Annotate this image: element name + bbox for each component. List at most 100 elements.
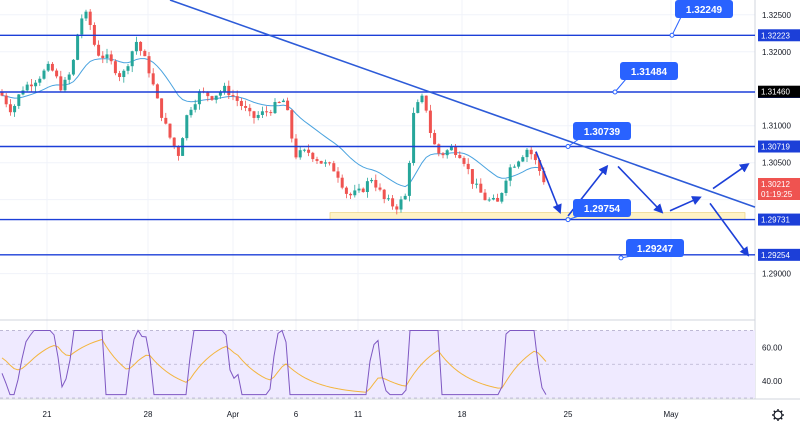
rsi-tick-label: 40.00: [762, 377, 783, 386]
candle-body: [370, 179, 374, 182]
candle-body: [42, 70, 46, 79]
candle-body: [126, 66, 130, 71]
callout-leader: [671, 16, 682, 36]
candle-body: [13, 105, 17, 113]
candle-body: [130, 51, 134, 67]
candle-body: [273, 102, 277, 114]
candle-body: [252, 111, 256, 118]
trend-drawings[interactable]: [169, 0, 756, 257]
candle-body: [143, 50, 147, 57]
callout-label: 1.32249: [686, 5, 723, 16]
price-axis[interactable]: 1.322231.314561.307191.297311.292541.314…: [758, 11, 800, 279]
callout-box: [573, 122, 631, 140]
callout-anchor: [669, 32, 675, 38]
candle-body: [311, 152, 315, 160]
time-tick-label: 18: [458, 410, 467, 419]
moving-average-line: [1, 58, 544, 188]
candle-body: [105, 54, 109, 58]
candle-body: [294, 138, 298, 158]
candle-body: [277, 102, 281, 104]
candle-body: [349, 193, 353, 196]
rsi-line: [1, 329, 547, 396]
candle-body: [248, 107, 252, 112]
gear-tooth: [780, 410, 783, 413]
candle-body: [84, 11, 88, 19]
candle-body: [223, 85, 227, 93]
candle-body: [113, 61, 117, 74]
level-tag: 1.32223: [761, 31, 790, 40]
candle-body: [109, 54, 113, 62]
price-tick-label: 1.32500: [762, 11, 791, 20]
candle-body: [97, 44, 101, 56]
candle-body: [307, 149, 311, 153]
time-tick-label: May: [663, 410, 678, 419]
candle-body: [386, 198, 390, 200]
candle-body: [395, 206, 399, 210]
gear-icon[interactable]: [772, 409, 784, 421]
candle-body: [328, 162, 332, 164]
level-tag-bg: [758, 213, 800, 226]
candle-body: [25, 84, 29, 91]
level-tag-bg: [758, 248, 800, 261]
candle-body: [231, 95, 235, 97]
candle-body: [374, 179, 378, 188]
candle-body: [50, 63, 54, 71]
candle-body: [441, 153, 445, 156]
candle-body: [428, 110, 432, 133]
callout-box: [675, 0, 733, 18]
candle-body: [265, 111, 269, 113]
marker-tag: 1.31460: [761, 88, 790, 97]
trendline[interactable]: [169, 0, 756, 208]
candle-body: [17, 94, 21, 106]
candle-body: [286, 100, 290, 111]
candle-body: [424, 95, 428, 111]
candle-body: [122, 70, 126, 78]
candle-body: [517, 161, 521, 167]
candle-body: [357, 188, 361, 191]
candle-body: [479, 183, 483, 193]
candle-body: [164, 117, 168, 124]
candle-body: [147, 56, 151, 74]
candle-body: [521, 157, 525, 162]
candle-body: [290, 110, 294, 139]
candle-body: [344, 187, 348, 194]
rsi-ma-line: [1, 338, 547, 393]
candle-body: [504, 180, 508, 193]
candle-body: [462, 158, 466, 164]
callout-label: 1.29247: [637, 244, 674, 255]
gear-tooth: [780, 417, 783, 420]
forecast-arrow: [617, 165, 664, 214]
candle-body: [0, 92, 4, 96]
candle-body: [525, 149, 529, 158]
level-tag: 1.30719: [761, 143, 790, 152]
candle-body: [160, 98, 164, 118]
candle-body: [403, 195, 407, 200]
candle-body: [244, 106, 248, 108]
time-tick-label: 28: [144, 410, 153, 419]
callout-label: 1.29754: [584, 204, 621, 215]
candle-body: [449, 146, 453, 151]
candle-body: [38, 78, 42, 83]
candle-body: [256, 114, 260, 118]
time-tick-label: 6: [294, 410, 299, 419]
candle-body: [298, 150, 302, 158]
price-tick-label: 1.30500: [762, 159, 791, 168]
candle-body: [412, 112, 416, 164]
candle-body: [508, 167, 512, 181]
candle-body: [500, 192, 504, 202]
candle-body: [391, 198, 395, 207]
candle-body: [533, 154, 537, 161]
candle-body: [239, 100, 243, 107]
candle-body: [437, 144, 441, 154]
support-zone-rect: [329, 212, 746, 220]
candle-body: [378, 187, 382, 190]
candle-body: [118, 73, 122, 78]
rsi-axis: 60.00 40.00: [762, 343, 783, 386]
time-axis[interactable]: 21 28 Apr 6 11 18 25 May: [43, 410, 679, 419]
candle-body: [59, 76, 63, 91]
candle-body: [496, 197, 500, 202]
candle-body: [538, 160, 542, 171]
time-tick-label: 11: [354, 410, 363, 419]
candle-body: [445, 150, 449, 156]
